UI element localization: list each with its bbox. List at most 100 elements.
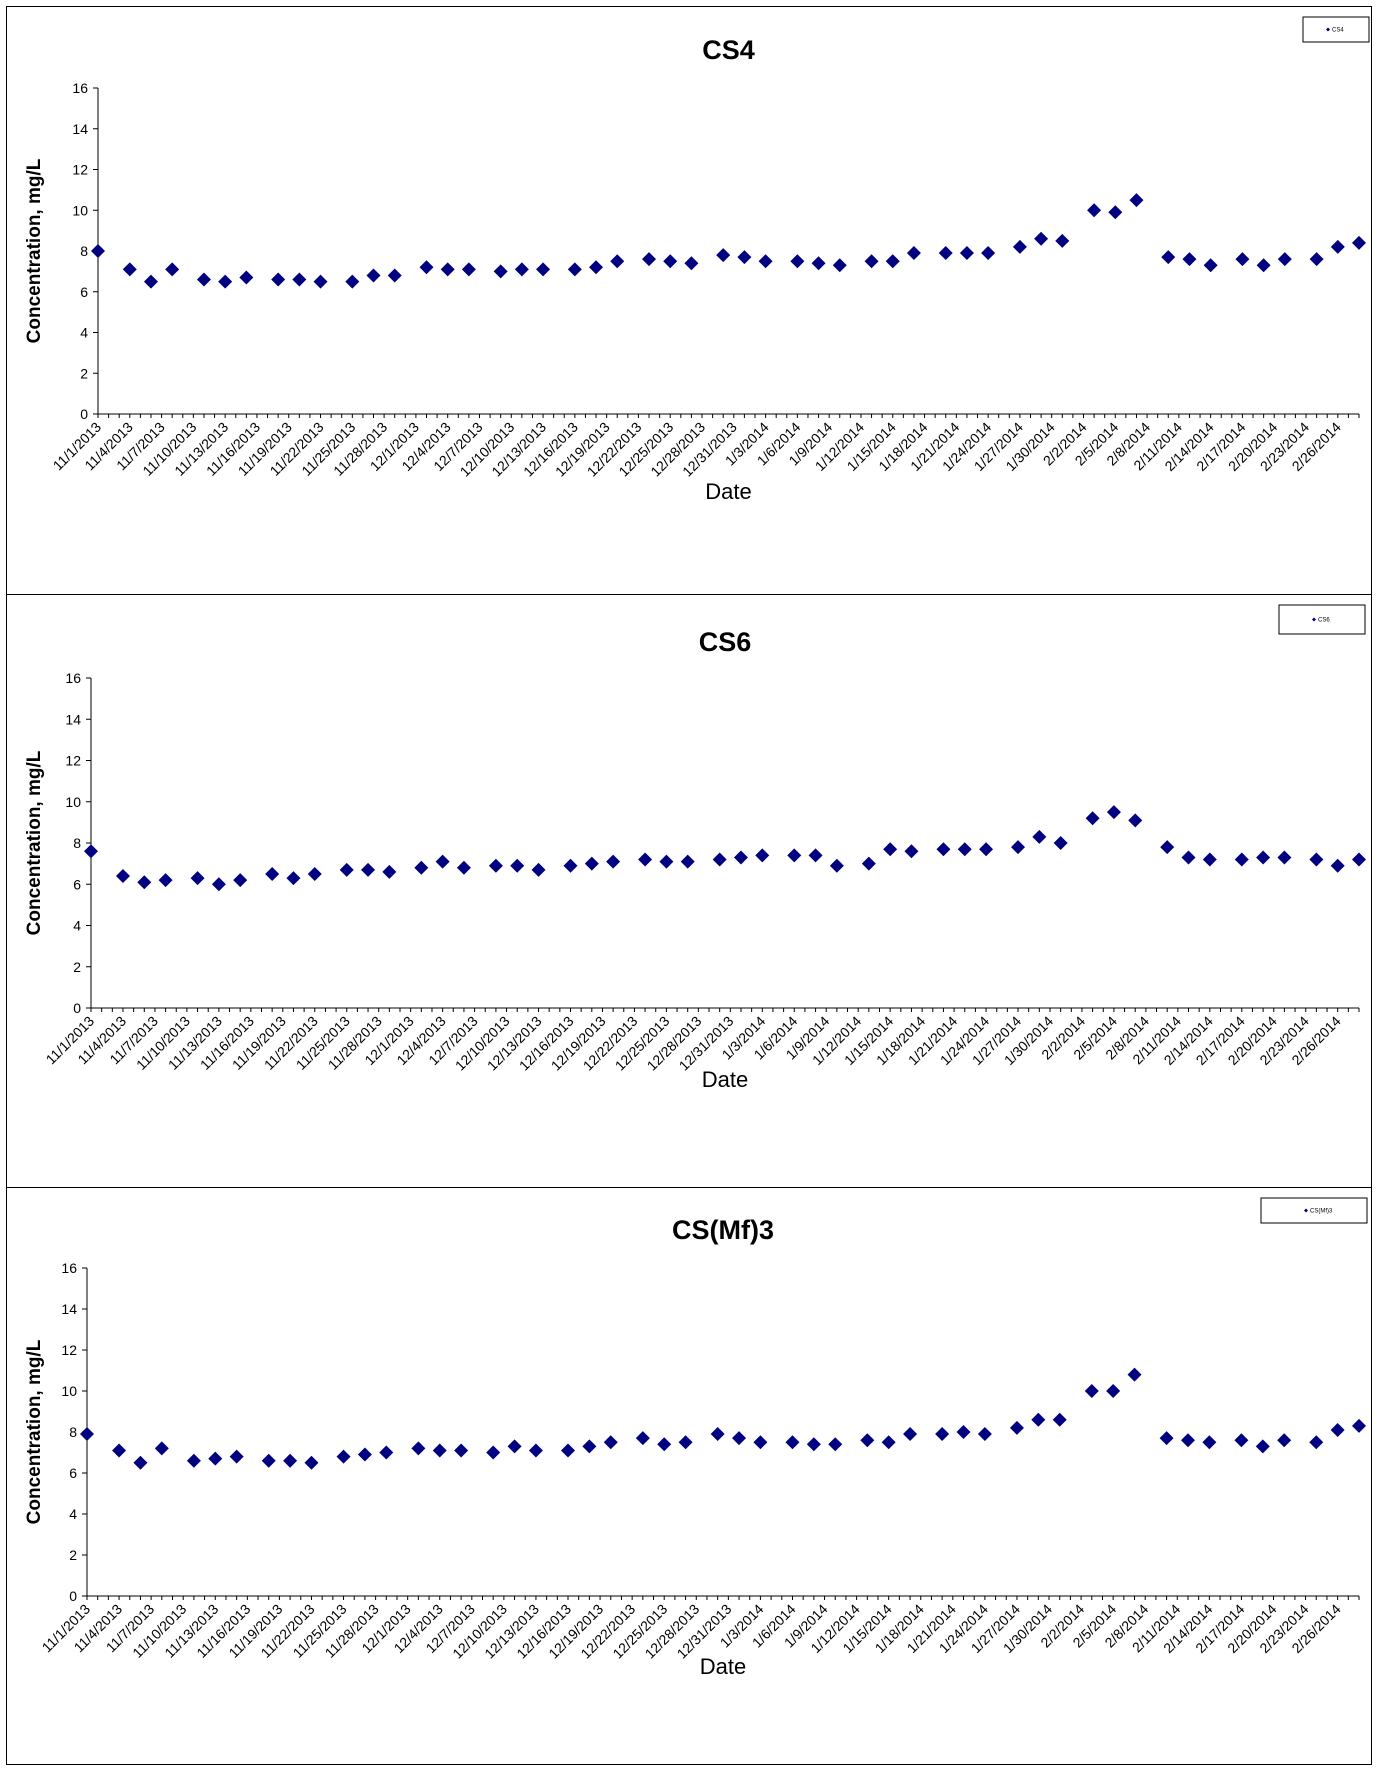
y-tick-label: 14 (72, 121, 88, 137)
data-point (1256, 850, 1271, 865)
data-point (1309, 1435, 1324, 1450)
data-point (432, 1443, 447, 1458)
data-point (1277, 1433, 1292, 1448)
legend-box (1278, 604, 1366, 635)
data-point (787, 848, 802, 863)
data-point (864, 254, 879, 269)
data-point (1161, 250, 1176, 265)
data-point (1181, 850, 1196, 865)
data-point (957, 842, 972, 857)
data-point (239, 270, 254, 285)
data-point (292, 272, 307, 287)
y-tick-label: 4 (69, 1506, 77, 1522)
data-point (716, 248, 731, 263)
data-point (387, 268, 402, 283)
data-point (1012, 239, 1027, 254)
data-point (663, 254, 678, 269)
chart-panel-csmf3: CS(Mf)3 Concentration, mg/L Date 0 2 4 6 8 10 12 1… (6, 1187, 1372, 1765)
y-tick-label: 2 (69, 1547, 77, 1563)
data-point (261, 1453, 276, 1468)
legend-marker (1312, 617, 1316, 622)
data-point (510, 858, 525, 873)
data-point (710, 1427, 725, 1442)
data-point (680, 854, 695, 869)
data-point (165, 262, 180, 277)
y-axis-label: Concentration, mg/L (24, 750, 45, 935)
data-point (1180, 1433, 1195, 1448)
data-point (1053, 836, 1068, 850)
y-tick-label: 14 (61, 1301, 77, 1317)
data-point (379, 1445, 394, 1460)
data-point (1159, 1431, 1174, 1446)
data-point (979, 842, 994, 857)
data-point (635, 1431, 650, 1446)
data-point (755, 848, 770, 863)
data-point (218, 274, 233, 289)
data-point (806, 1437, 821, 1452)
x-axis-label: Date (705, 479, 751, 504)
data-point (885, 254, 900, 269)
data-point (589, 260, 604, 275)
data-point (1277, 252, 1292, 267)
data-point (1309, 252, 1324, 267)
data-point (758, 254, 773, 269)
legend: CS6 (1278, 604, 1366, 635)
data-point (1309, 852, 1324, 867)
data-point (1202, 852, 1217, 867)
data-point (1108, 205, 1123, 220)
legend-box (1302, 16, 1370, 43)
data-point (861, 856, 876, 871)
data-point (1106, 1384, 1121, 1398)
y-tick-label: 4 (73, 918, 81, 934)
data-point (366, 268, 381, 283)
data-point (610, 254, 625, 269)
data-point (1330, 239, 1345, 254)
data-point (811, 256, 826, 271)
y-tick-label: 16 (61, 1260, 77, 1276)
data-point (956, 1425, 971, 1439)
data-point (938, 246, 953, 261)
data-point (1182, 252, 1197, 267)
data-point (133, 1455, 148, 1470)
legend-label: CS(Mf)3 (1310, 1209, 1333, 1215)
y-tick-label: 10 (61, 1383, 77, 1399)
data-point (1330, 858, 1345, 873)
chart-title: CS(Mf)3 (672, 1215, 774, 1245)
data-point (733, 850, 748, 865)
data-point (642, 252, 657, 267)
data-point (1234, 1433, 1249, 1448)
data-point (935, 1427, 950, 1442)
data-point (567, 262, 582, 277)
y-tick-label: 0 (69, 1588, 77, 1604)
chart-panel-cs4: CS4 Concentration, mg/L Date 0 2 4 6 8 10 12 14 16 1… (6, 6, 1372, 595)
data-point (753, 1435, 768, 1450)
data-point (659, 854, 674, 869)
data-point (419, 260, 434, 275)
legend: CS4 (1302, 16, 1370, 43)
data-point (211, 877, 226, 892)
y-tick-label: 6 (69, 1465, 77, 1481)
data-point (286, 871, 301, 886)
data-point (936, 842, 951, 857)
data-point (860, 1433, 875, 1448)
data-point (196, 272, 211, 287)
chart-csmf3: CS(Mf)3 Concentration, mg/L Date 0 2 4 6 8 10 12 1… (24, 1197, 1368, 1679)
chart-title: CS4 (702, 35, 755, 65)
data-point (1352, 852, 1366, 867)
data-point (561, 1443, 576, 1458)
data-point (1085, 811, 1100, 826)
data-point (981, 246, 996, 261)
data-point (84, 844, 98, 859)
y-tick-label: 6 (80, 284, 88, 300)
y-axis-label: Concentration, mg/L (24, 158, 45, 343)
data-point (606, 854, 621, 869)
data-point (536, 262, 551, 277)
y-axis-label: Concentration, mg/L (24, 1339, 45, 1524)
data-point (584, 856, 599, 871)
data-point (143, 274, 158, 289)
y-tick-label: 0 (73, 1000, 81, 1016)
y-tick-label: 6 (73, 876, 81, 892)
data-point (828, 1437, 843, 1452)
legend: CS(Mf)3 (1260, 1197, 1368, 1224)
